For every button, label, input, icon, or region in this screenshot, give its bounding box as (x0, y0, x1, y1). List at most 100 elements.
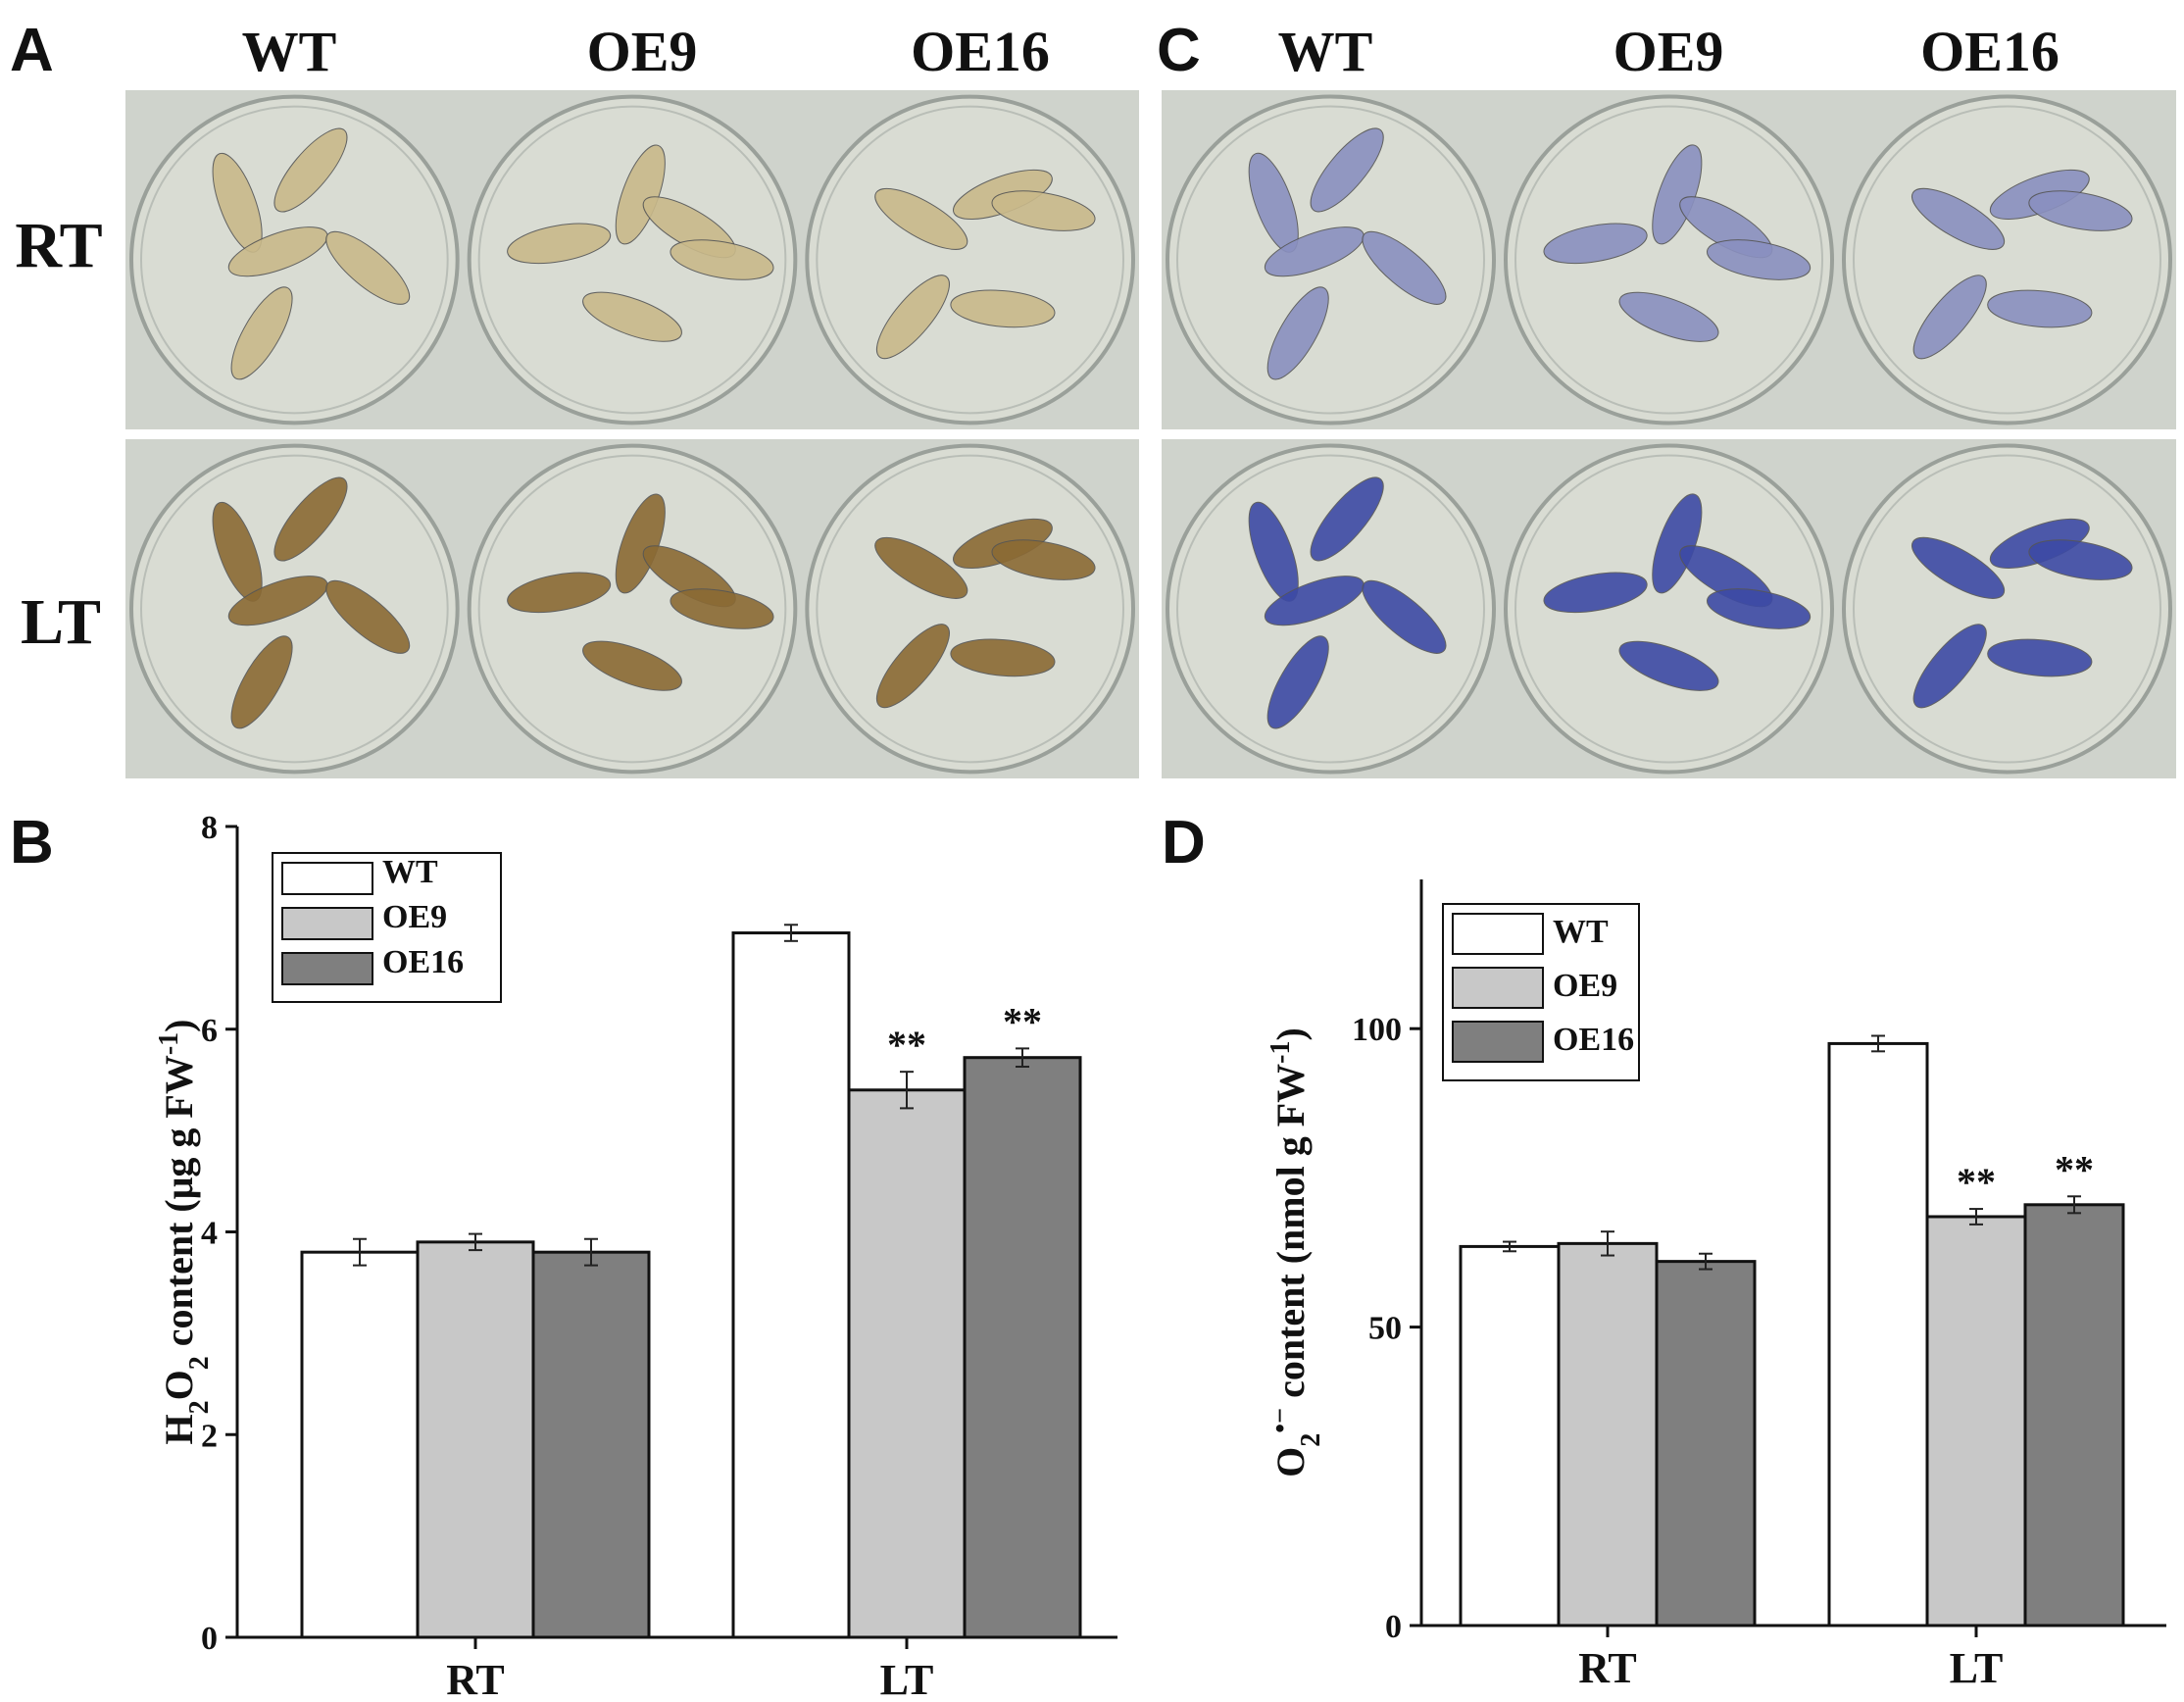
chart-b-sig-LT-OE9: ** (887, 1023, 926, 1067)
leaf-a-r0-c1-0 (507, 223, 612, 265)
leaf-c-r1-c2-3 (1912, 624, 1987, 709)
chart-d-legend-label-OE9: OE9 (1553, 968, 1617, 1004)
chart-b-ytick-label: 4 (201, 1216, 218, 1252)
plate-rim-a-r1-c1 (477, 454, 787, 764)
chart-d-legend-swatch-OE16 (1452, 1021, 1544, 1063)
plate-c-r0-c1 (1504, 94, 1834, 426)
chart-b-xlabel-RT: RT (446, 1656, 505, 1702)
plate-rim-a-r0-c2 (816, 105, 1125, 415)
chart-d-y-axis-title-part: O (1268, 1447, 1313, 1477)
leaf-c-r1-c1-3 (1707, 588, 1812, 629)
leaf-a-r0-c0-2 (227, 226, 328, 277)
chart-b-bar-LT-OE16 (963, 1056, 1082, 1639)
chart-d-legend-label-WT: WT (1553, 914, 1609, 950)
leaf-c-r1-c2-0 (1911, 536, 2006, 599)
leaf-a-r1-c0-4 (230, 635, 293, 729)
panel-c-col-oe16: OE16 (1920, 20, 2060, 83)
chart-d-bar-LT-WT (1827, 1041, 1929, 1627)
chart-b-y-axis-title-part: O (157, 1370, 201, 1400)
panel-a-row-rt: RT (15, 210, 102, 281)
chart-b-legend-swatch-WT (281, 862, 373, 895)
chart-b-y-axis-title-part: ) (157, 1020, 201, 1032)
leaf-a-r0-c2-0 (874, 187, 968, 250)
leaf-a-r1-c2-0 (874, 536, 968, 599)
chart-d-sig-LT-OE16: ** (2055, 1147, 2094, 1191)
chart-d-y-axis-title-part: -1 (1266, 1041, 1296, 1064)
leaf-c-r1-c1-0 (1543, 572, 1648, 614)
chart-d-legend-swatch-OE9 (1452, 967, 1544, 1009)
leaf-c-r0-c1-0 (1543, 223, 1648, 265)
plate-c-r1-c1 (1504, 443, 1834, 775)
leaf-c-r1-c1-4 (1618, 640, 1719, 691)
plate-rim-a-r0-c0 (140, 105, 449, 415)
chart-d-y-axis-title-part: 2 (1296, 1433, 1326, 1447)
chart-b-legend: WT OE9 OE16 (272, 852, 502, 1003)
leaf-c-r1-c0-1 (1310, 476, 1384, 562)
chart-b-legend-label-WT: WT (382, 854, 438, 890)
leaf-c-r0-c2-4 (1987, 289, 2093, 328)
chart-b-y-axis-title-part: 2 (184, 1400, 215, 1414)
panel-a-col-oe16: OE16 (911, 20, 1050, 83)
chart-b-y-axis-title-part: content (μg g FW (157, 1055, 201, 1356)
chart-b-ytick-label: 8 (201, 810, 218, 846)
leaf-c-r1-c0-2 (1264, 576, 1365, 626)
chart-d-bar-RT-OE9 (1557, 1241, 1659, 1627)
leaf-a-r0-c2-2 (991, 190, 1096, 231)
leaf-a-r1-c2-3 (875, 624, 950, 709)
panel-letter-b: B (10, 809, 54, 876)
plate-rim-c-r1-c0 (1176, 454, 1485, 764)
leaf-c-r0-c0-3 (1362, 230, 1447, 305)
plate-a-r1-c1 (467, 443, 798, 775)
chart-b-y-axis-title-part: H (157, 1414, 201, 1444)
leaf-a-r1-c2-4 (950, 638, 1056, 677)
plate-rim-a-r0-c1 (477, 105, 787, 415)
chart-d-ytick-label: 0 (1385, 1609, 1402, 1645)
chart-b-legend-swatch-OE9 (281, 907, 373, 940)
leaf-c-r0-c1-4 (1618, 291, 1719, 342)
chart-b-xlabel-LT: LT (880, 1656, 934, 1702)
plate-c-r0-c2 (1842, 94, 2172, 426)
chart-d-bar-LT-OE16 (2023, 1203, 2125, 1627)
chart-b-legend-label-OE16: OE16 (382, 944, 464, 980)
chart-d-sig-LT-OE9: ** (1957, 1160, 1996, 1204)
chart-b-y-axis-title-part: -1 (154, 1032, 184, 1055)
leaf-a-r1-c0-1 (273, 476, 348, 562)
leaf-a-r0-c1-3 (670, 239, 774, 280)
chart-d-legend-swatch-WT (1452, 913, 1544, 955)
chart-d-xlabel-RT: RT (1578, 1644, 1637, 1692)
panel-letter-d: D (1162, 809, 1206, 876)
plate-a-r1-c2 (805, 443, 1136, 775)
chart-d-bar-LT-OE9 (1925, 1215, 2027, 1627)
leaf-a-r0-c0-3 (325, 230, 411, 305)
plate-rim-c-r1-c2 (1853, 454, 2161, 764)
leaf-c-r0-c2-0 (1911, 187, 2006, 250)
panel-a-row-lt: LT (21, 586, 101, 658)
leaf-a-r1-c1-4 (582, 640, 682, 691)
chart-d-xlabel-LT: LT (1950, 1644, 2004, 1692)
plate-rim-c-r1-c1 (1514, 454, 1823, 764)
chart-b-y-axis-title-part: 2 (184, 1356, 215, 1370)
leaf-a-r1-c0-2 (227, 576, 328, 626)
chart-d-y-axis-title-part: ) (1268, 1027, 1313, 1040)
plate-rim-c-r0-c0 (1176, 105, 1485, 415)
chart-b-ytick-label: 0 (201, 1621, 218, 1657)
staining-photos (125, 90, 2176, 778)
plate-a-r0-c1 (467, 94, 798, 426)
leaf-a-r1-c0-3 (325, 579, 411, 654)
chart-b-ytick-label: 6 (201, 1013, 218, 1049)
chart-b-y-axis-title: H2O2 content (μg g FW-1) (154, 1020, 215, 1445)
leaf-c-r0-c2-2 (2028, 190, 2133, 231)
chart-b-legend-swatch-OE16 (281, 952, 373, 985)
chart-d-bar-RT-WT (1459, 1244, 1561, 1627)
leaf-c-r0-c0-4 (1266, 286, 1329, 380)
panel-c-col-oe9: OE9 (1613, 20, 1724, 83)
leaf-a-r1-c1-3 (670, 588, 774, 629)
leaf-a-r1-c2-2 (991, 539, 1096, 580)
chart-b-bar-LT-OE9 (847, 1088, 967, 1639)
chart-d: 0 50 100 RT ** ** LT WT OE9 OE16 O2•− content (nmo… (1266, 879, 2166, 1692)
chart-b-ytick-label: 2 (201, 1418, 218, 1454)
panel-c-col-wt: WT (1278, 20, 1373, 83)
chart-d-legend-label-OE16: OE16 (1553, 1022, 1634, 1058)
